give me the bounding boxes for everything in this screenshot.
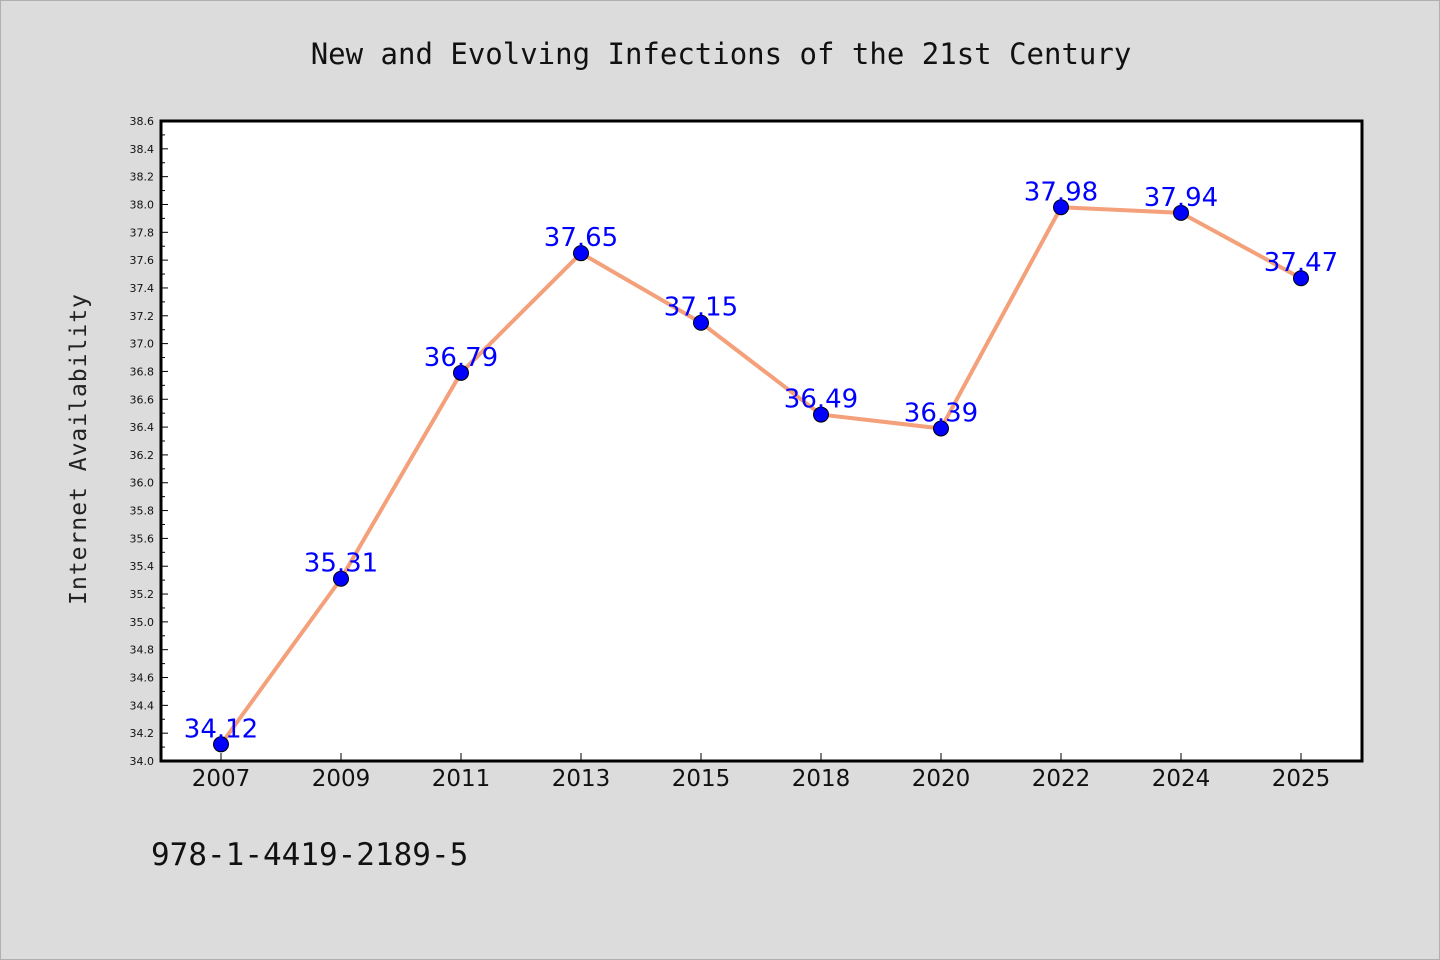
y-tick-label: 34.0 bbox=[130, 755, 155, 768]
data-label-2025: 37.47 bbox=[1264, 248, 1338, 278]
x-axis: 2007 2009 2011 2013 2015 2018 2020 2022 2024 2025 bbox=[192, 753, 1331, 792]
x-tick-label: 2007 bbox=[192, 766, 251, 792]
y-tick-label: 36.2 bbox=[130, 449, 155, 462]
y-tick-label: 37.6 bbox=[130, 254, 155, 267]
x-tick-label: 2020 bbox=[912, 766, 971, 792]
data-point-2009 bbox=[333, 570, 349, 587]
y-tick-label: 37.8 bbox=[130, 226, 155, 239]
y-tick-label: 34.4 bbox=[130, 699, 155, 712]
y-tick-label: 36.8 bbox=[130, 365, 155, 378]
y-tick-label: 38.4 bbox=[130, 143, 155, 156]
x-tick-label: 2018 bbox=[792, 766, 851, 792]
y-tick-label: 38.6 bbox=[130, 115, 155, 128]
x-tick-label: 2024 bbox=[1152, 766, 1211, 792]
data-markers bbox=[213, 199, 1309, 753]
chart-title: New and Evolving Infections of the 21st … bbox=[311, 37, 1132, 71]
data-label-2011: 36.79 bbox=[424, 343, 498, 373]
y-tick-label: 35.0 bbox=[130, 616, 155, 629]
x-tick-label: 2011 bbox=[432, 766, 491, 792]
y-tick-label: 36.4 bbox=[130, 421, 155, 434]
x-tick-label: 2015 bbox=[672, 766, 731, 792]
data-point-2018 bbox=[813, 406, 829, 423]
data-labels: 34.12 35.31 36.79 37.65 37.15 36.49 36.39 37.98… bbox=[184, 177, 1338, 744]
y-tick-label: 35.2 bbox=[130, 588, 155, 601]
x-tick-label: 2022 bbox=[1032, 766, 1091, 792]
x-tick-label: 2013 bbox=[552, 766, 611, 792]
x-tick-label: 2009 bbox=[312, 766, 371, 792]
y-tick-label: 37.0 bbox=[130, 338, 155, 351]
y-tick-label: 37.2 bbox=[130, 310, 155, 323]
y-tick-label: 38.2 bbox=[130, 171, 155, 184]
data-point-2024 bbox=[1173, 204, 1189, 221]
data-label-2013: 37.65 bbox=[544, 223, 618, 253]
data-point-2020 bbox=[933, 420, 949, 437]
data-label-2009: 35.31 bbox=[304, 549, 378, 579]
y-tick-label: 37.4 bbox=[130, 282, 155, 295]
series-line bbox=[219, 205, 1303, 747]
y-tick-label: 35.6 bbox=[130, 532, 155, 545]
series-line-group bbox=[219, 205, 1303, 747]
y-tick-label: 36.6 bbox=[130, 393, 155, 406]
y-tick-label: 34.2 bbox=[130, 727, 155, 740]
footer-code: 978-1-4419-2189-5 bbox=[151, 837, 468, 873]
data-point-2013 bbox=[573, 245, 589, 262]
data-point-2015 bbox=[693, 314, 709, 331]
data-point-2025 bbox=[1293, 270, 1309, 287]
data-label-2022: 37.98 bbox=[1024, 177, 1098, 207]
y-tick-label: 36.0 bbox=[130, 477, 155, 490]
y-axis-label: Internet Availability bbox=[66, 293, 92, 605]
y-axis: 34.0 34.2 34.4 34.6 34.8 35.0 35.2 35.4 35.6 35.8… bbox=[130, 115, 168, 768]
data-label-2024: 37.94 bbox=[1144, 183, 1218, 213]
data-label-2018: 36.49 bbox=[784, 385, 858, 415]
data-point-2011 bbox=[453, 364, 469, 381]
y-tick-label: 35.8 bbox=[130, 505, 155, 518]
y-tick-label: 34.6 bbox=[130, 672, 155, 685]
data-label-2015: 37.15 bbox=[664, 293, 738, 323]
plot-area bbox=[159, 119, 1364, 763]
data-label-2020: 36.39 bbox=[904, 398, 978, 428]
y-tick-label: 38.0 bbox=[130, 198, 155, 211]
data-point-2022 bbox=[1053, 199, 1069, 216]
data-label-2007: 34.12 bbox=[184, 714, 258, 744]
x-tick-label: 2025 bbox=[1272, 766, 1331, 792]
y-tick-label: 34.8 bbox=[130, 644, 155, 657]
y-tick-label: 35.4 bbox=[130, 560, 155, 573]
data-point-2007 bbox=[213, 736, 229, 753]
